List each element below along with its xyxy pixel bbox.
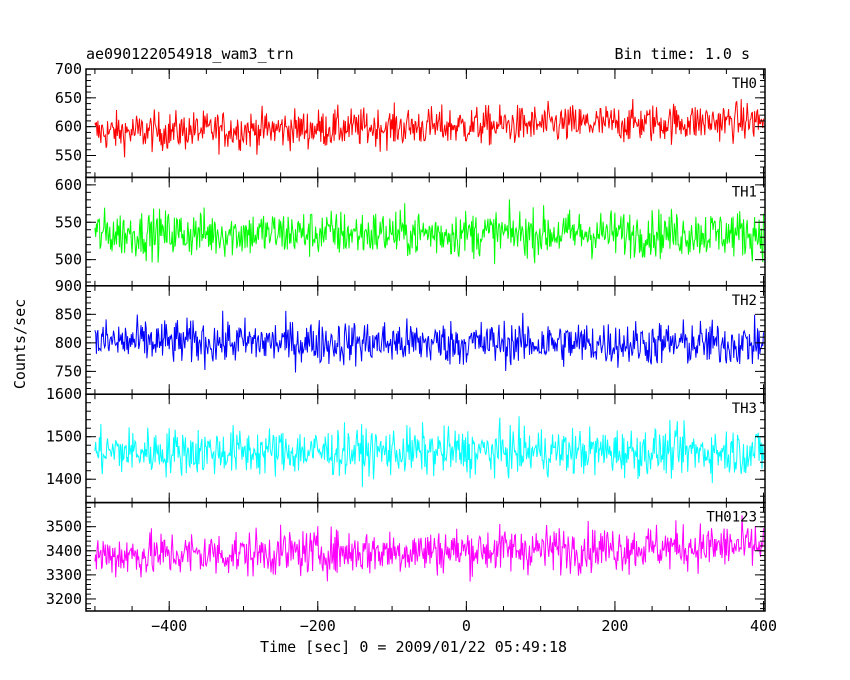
y-tick-label: 3500 xyxy=(46,518,82,536)
y-tick-label: 1500 xyxy=(46,428,82,446)
y-tick-label: 1400 xyxy=(46,470,82,488)
x-tick-label: 400 xyxy=(750,617,777,635)
y-tick-label: 550 xyxy=(55,213,82,231)
x-tick-label: −400 xyxy=(151,617,187,635)
series-th1-line xyxy=(94,199,764,265)
panel-label-th1: TH1 xyxy=(732,184,757,200)
y-tick-label: 600 xyxy=(55,118,82,136)
series-th0-line xyxy=(94,98,764,158)
y-tick-label: 800 xyxy=(55,334,82,352)
x-tick-label: 0 xyxy=(462,617,471,635)
y-tick-label: 500 xyxy=(55,251,82,269)
y-tick-label: 600 xyxy=(55,176,82,194)
y-tick-label: 550 xyxy=(55,146,82,164)
y-tick-label: 650 xyxy=(55,89,82,107)
series-th3-line xyxy=(94,416,764,488)
x-axis-label: Time [sec] 0 = 2009/01/22 05:49:18 xyxy=(260,638,568,656)
y-tick-label: 850 xyxy=(55,305,82,323)
y-tick-label: 750 xyxy=(55,362,82,380)
series-th2-line xyxy=(94,310,764,373)
x-tick-label: 200 xyxy=(601,617,628,635)
y-tick-label: 3200 xyxy=(46,590,82,608)
bin-time-label: Bin time: 1.0 s xyxy=(614,45,750,63)
y-tick-label: 900 xyxy=(55,277,82,295)
chart-title: ae090122054918_wam3_trn xyxy=(86,45,294,63)
panel-th0123-frame xyxy=(85,501,766,612)
y-tick-label: 1600 xyxy=(46,385,82,403)
panels-group: 550 600 650 700 TH0 500 550 600 TH1 750 800 850 900 T… xyxy=(46,60,777,635)
panel-label-th0123: TH0123 xyxy=(706,510,757,526)
x-tick-label: −200 xyxy=(300,617,336,635)
panel-label-th3: TH3 xyxy=(732,401,757,417)
y-tick-label: 3400 xyxy=(46,542,82,560)
panel-th0-frame xyxy=(85,68,766,179)
y-tick-label: 3300 xyxy=(46,566,82,584)
y-tick-label: 700 xyxy=(55,60,82,78)
series-th0123-line xyxy=(94,515,764,582)
panel-label-th0: TH0 xyxy=(732,76,757,92)
panel-label-th2: TH2 xyxy=(732,293,757,309)
y-axis-label: Counts/sec xyxy=(11,298,29,390)
